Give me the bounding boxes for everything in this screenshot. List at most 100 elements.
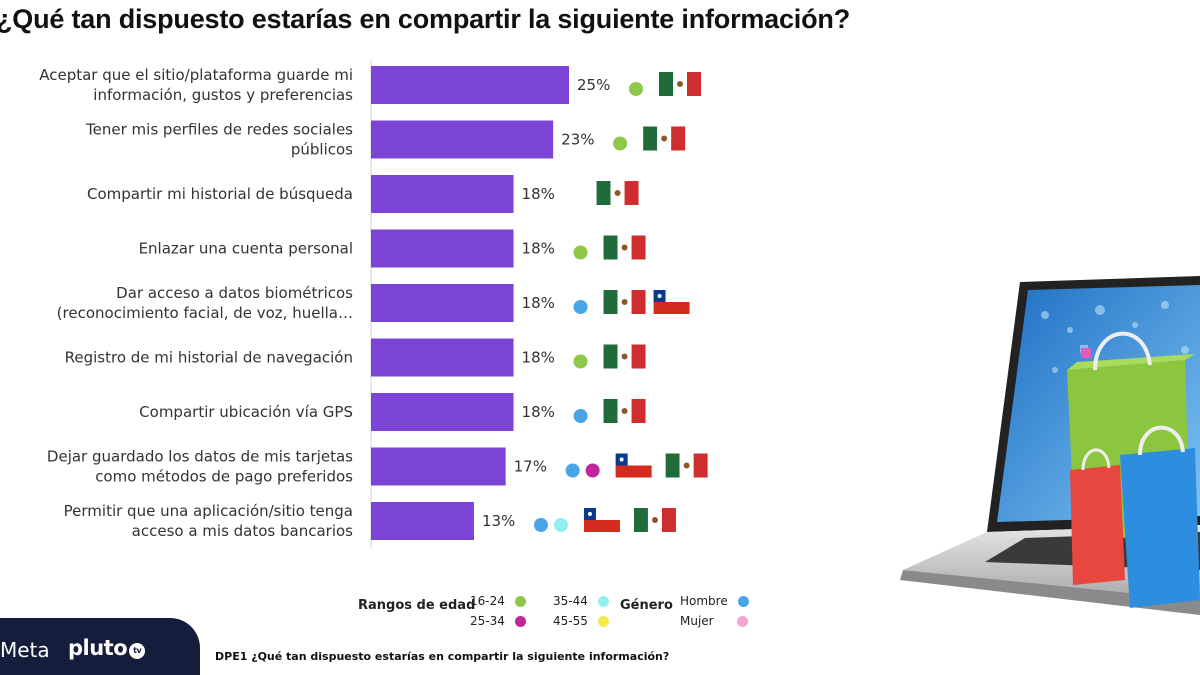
value-label: 18% (522, 240, 555, 258)
segment-dot-icon (613, 136, 628, 151)
mexico-flag-icon (603, 235, 646, 260)
segment-dot-icon (573, 354, 588, 369)
bar (371, 502, 474, 540)
category-label: (reconocimiento facial, de voz, huella… (57, 304, 353, 322)
chile-flag-red (583, 520, 620, 532)
mexico-flag-red (671, 126, 686, 151)
legend-dot-icon (736, 615, 748, 627)
value-label: 18% (522, 185, 555, 203)
mexico-flag-green (603, 235, 618, 260)
marker-group (573, 290, 690, 314)
mexico-flag-icon (596, 181, 639, 205)
marker-group (629, 72, 701, 96)
page-title: ¿Qué tan dispuesto estarías en compartir… (0, 4, 850, 34)
legend-gender-mujer: Mujer (680, 614, 748, 628)
marker-group (573, 399, 646, 423)
legend-age-label: 35-44 (553, 594, 588, 608)
value-label: 18% (522, 349, 555, 367)
mexico-flag-green (603, 290, 618, 314)
legend-gender-label: Mujer (680, 614, 714, 628)
footer-brand-bar (0, 618, 200, 675)
mexico-flag-emblem (683, 462, 690, 469)
tv-badge-icon: tv (129, 643, 146, 659)
mexico-flag-red (631, 399, 646, 423)
pluto-tv-logo: pluto tv (68, 636, 146, 660)
category-label: Enlazar una cuenta personal (139, 240, 353, 258)
mexico-flag-red (631, 290, 646, 314)
mexico-flag-icon (665, 453, 708, 478)
mexico-flag-green (603, 399, 618, 423)
marker-group (573, 344, 646, 369)
marker-group (533, 508, 676, 532)
age-legend-title: Rangos de edad (358, 598, 476, 613)
meta-logo: Meta (0, 638, 50, 662)
mexico-flag-red (661, 508, 676, 532)
legend-dot-icon (597, 615, 609, 627)
legend-dot-icon (514, 595, 526, 607)
marker-group (565, 453, 708, 478)
bar (371, 447, 506, 486)
segment-dot-icon (573, 409, 588, 423)
value-label: 18% (522, 403, 555, 421)
segment-dot-icon (553, 518, 568, 532)
category-label: públicos (291, 141, 353, 159)
mexico-flag-green (603, 344, 618, 369)
mexico-flag-green (643, 126, 658, 151)
mexico-flag-emblem (621, 299, 628, 305)
category-label: Dejar guardado los datos de mis tarjetas (47, 448, 353, 466)
bar (371, 229, 514, 268)
mexico-flag-emblem (651, 517, 658, 523)
category-label: como métodos de pago preferidos (95, 468, 353, 486)
mexico-flag-icon (603, 344, 646, 369)
chile-flag-star (587, 512, 592, 516)
category-label: Dar acceso a datos biométricos (116, 284, 353, 302)
mexico-flag-emblem (614, 190, 621, 196)
mexico-flag-icon (643, 126, 686, 151)
legend-age-35-44: 35-44 (553, 594, 609, 608)
segment-dot-icon (629, 82, 643, 96)
legend-dot-icon (597, 595, 609, 607)
mexico-flag-red (687, 72, 701, 96)
mexico-flag-icon (603, 399, 646, 423)
chile-flag-star (619, 457, 624, 462)
mexico-flag-emblem (621, 353, 628, 360)
chile-flag-icon (615, 453, 652, 478)
category-label: Compartir ubicación vía GPS (139, 403, 353, 421)
legend-dot-icon (737, 595, 749, 607)
bar (371, 284, 514, 322)
legend-age-label: 45-55 (553, 614, 588, 628)
bar (371, 393, 514, 431)
bar (371, 66, 569, 104)
legend-age-label: 25-34 (470, 614, 505, 628)
chile-flag-icon (653, 290, 690, 314)
marker-group (613, 126, 686, 151)
gender-legend-title: Género (620, 598, 673, 613)
category-label: Compartir mi historial de búsqueda (87, 185, 353, 203)
category-label: información, gustos y preferencias (93, 86, 353, 104)
chile-flag-red (653, 302, 690, 314)
laptop-shopping-illustration (900, 276, 1200, 615)
segment-dot-icon (573, 300, 588, 314)
mexico-flag-red (631, 344, 646, 369)
value-label: 13% (482, 512, 515, 530)
value-label: 23% (561, 131, 594, 149)
value-label: 18% (522, 294, 555, 312)
mexico-flag-red (631, 235, 646, 260)
segment-dot-icon (565, 463, 580, 478)
category-label: acceso a mis datos bancarios (132, 522, 354, 540)
legend-gender-hombre: Hombre (680, 594, 749, 608)
mexico-flag-green (659, 72, 673, 96)
segment-dot-icon (533, 518, 548, 532)
mexico-flag-green (633, 508, 648, 532)
mexico-flag-emblem (621, 244, 628, 251)
mexico-flag-red (624, 181, 639, 205)
legend-age-label: 16-24 (470, 594, 505, 608)
mexico-flag-red (693, 453, 708, 478)
category-label: Aceptar que el sitio/plataforma guarde m… (39, 66, 353, 84)
legend-age-25-34: 25-34 (470, 614, 526, 628)
mexico-flag-icon (659, 72, 701, 96)
marker-group (596, 181, 639, 205)
legend-age-45-55: 45-55 (553, 614, 609, 628)
legend-age-16-24: 16-24 (470, 594, 526, 608)
mexico-flag-emblem (661, 135, 668, 142)
